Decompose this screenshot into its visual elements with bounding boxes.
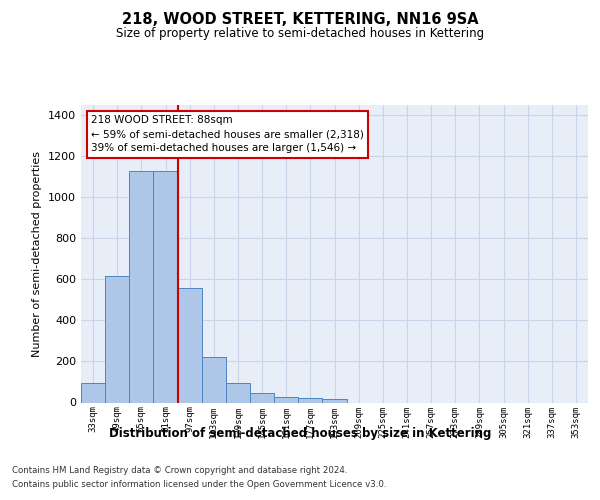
- Bar: [129, 170, 154, 402]
- Bar: [274, 397, 298, 402]
- Text: Contains HM Land Registry data © Crown copyright and database right 2024.: Contains HM Land Registry data © Crown c…: [12, 466, 347, 475]
- Text: Size of property relative to semi-detached houses in Kettering: Size of property relative to semi-detach…: [116, 28, 484, 40]
- Bar: [202, 358, 226, 403]
- Bar: [105, 276, 129, 402]
- Y-axis label: Number of semi-detached properties: Number of semi-detached properties: [32, 151, 43, 357]
- Text: Contains public sector information licensed under the Open Government Licence v3: Contains public sector information licen…: [12, 480, 386, 489]
- Bar: [81, 382, 105, 402]
- Bar: [178, 288, 202, 403]
- Bar: [154, 170, 178, 402]
- Bar: [298, 398, 322, 402]
- Bar: [250, 393, 274, 402]
- Bar: [226, 382, 250, 402]
- Text: 218 WOOD STREET: 88sqm
← 59% of semi-detached houses are smaller (2,318)
39% of : 218 WOOD STREET: 88sqm ← 59% of semi-det…: [91, 116, 364, 154]
- Text: 218, WOOD STREET, KETTERING, NN16 9SA: 218, WOOD STREET, KETTERING, NN16 9SA: [122, 12, 478, 28]
- Text: Distribution of semi-detached houses by size in Kettering: Distribution of semi-detached houses by …: [109, 428, 491, 440]
- Bar: [322, 400, 347, 402]
